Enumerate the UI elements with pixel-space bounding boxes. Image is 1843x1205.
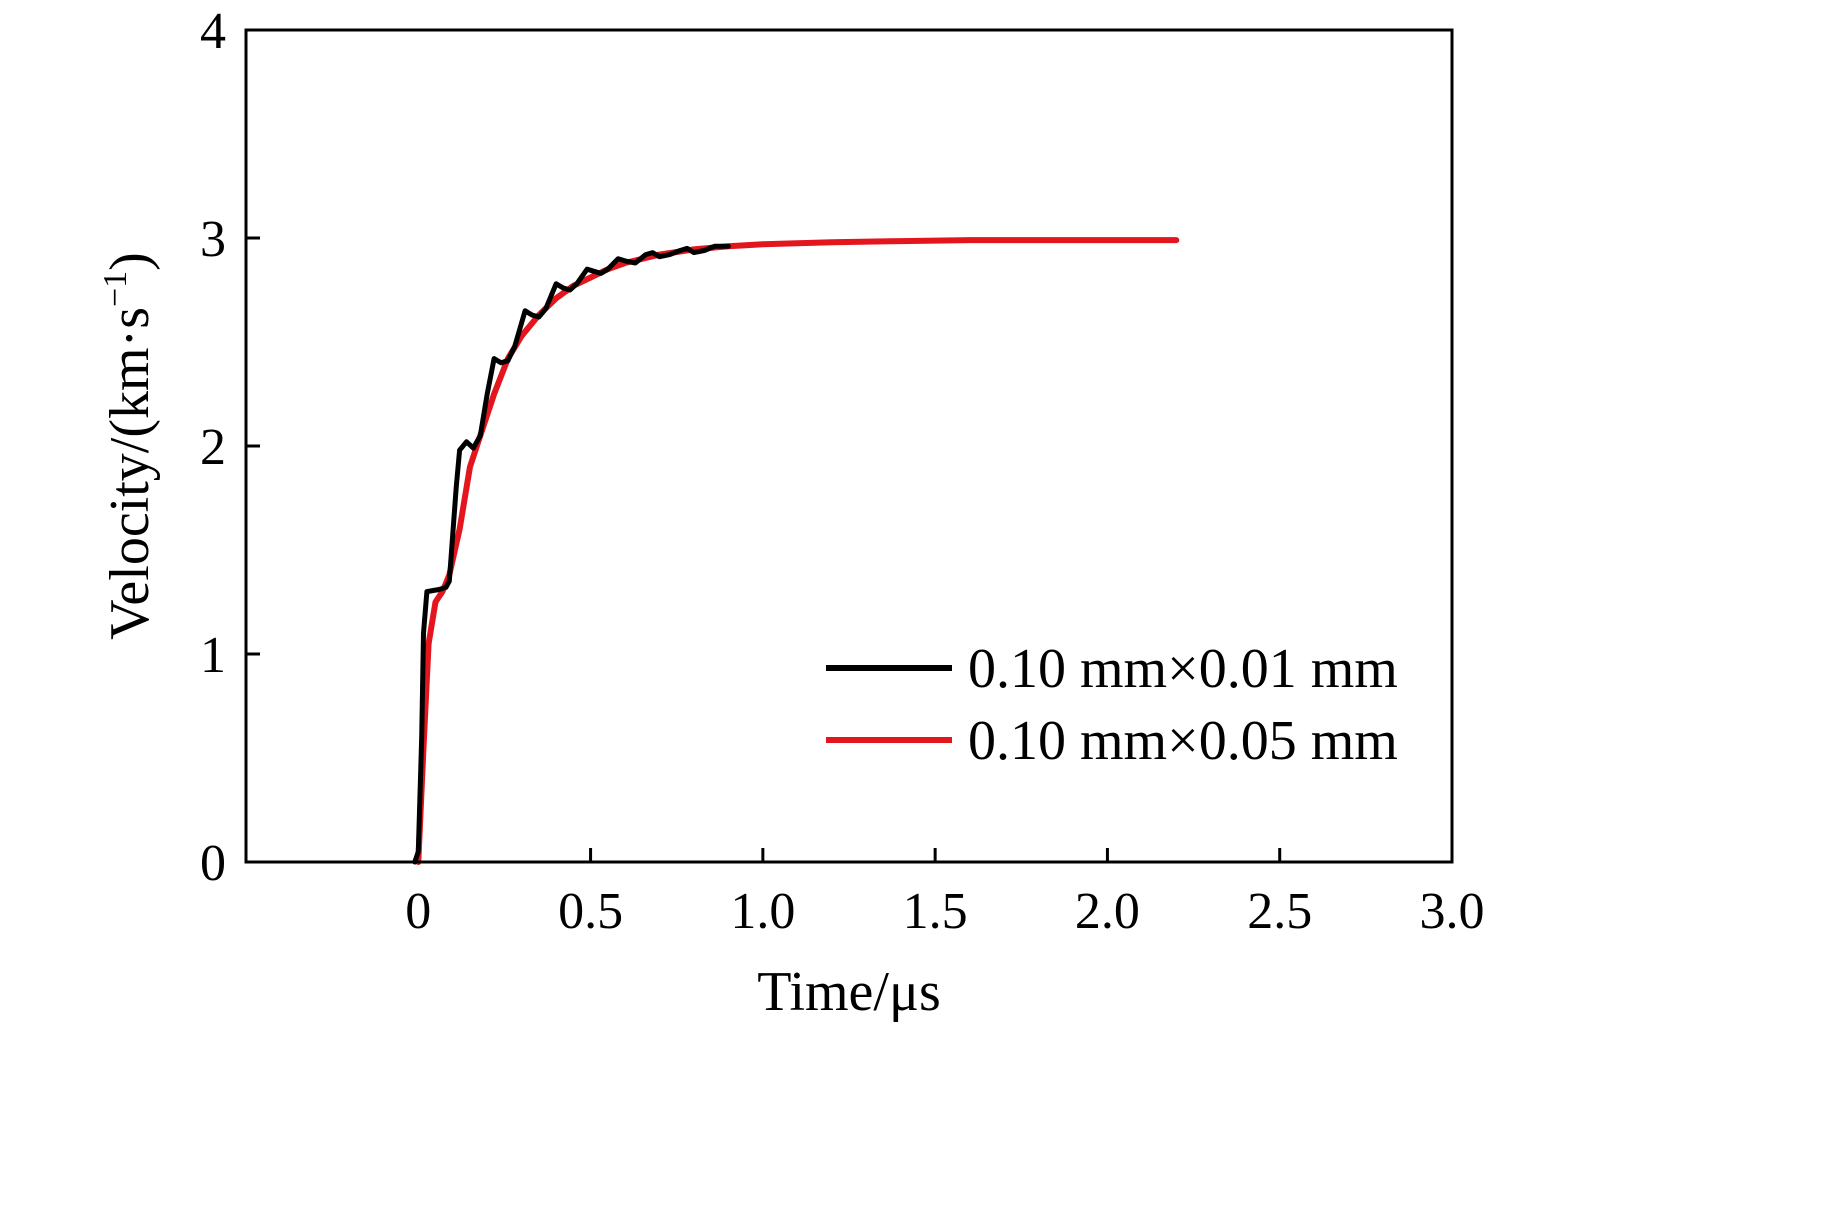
y-tick-label-3: 3: [200, 211, 226, 268]
y-axis-label: Velocity/(km·s−1): [97, 252, 161, 640]
series-line-1: [412, 243, 731, 865]
y-tick-label-2: 2: [200, 419, 226, 476]
y-tick-label-0: 0: [200, 835, 226, 892]
y-axis-label-close: ): [99, 252, 161, 271]
plot-frame: [244, 28, 1454, 864]
x-tick-label-0: 0: [405, 883, 431, 940]
legend-label-series-2: 0.10 mm×0.05 mm: [968, 710, 1398, 772]
series-layer: [412, 237, 1180, 865]
y-tick-label-4: 4: [200, 3, 226, 60]
legend-label-series-1: 0.10 mm×0.01 mm: [968, 638, 1398, 700]
x-tick-label-3: 1.5: [903, 883, 968, 940]
legend: 0.10 mm×0.01 mm 0.10 mm×0.05 mm: [826, 638, 1398, 772]
y-axis-label-main: Velocity/(km·s: [99, 307, 161, 640]
x-tick-label-1: 0.5: [558, 883, 623, 940]
y-tick-label-1: 1: [200, 627, 226, 684]
x-tick-label-4: 2.0: [1075, 883, 1140, 940]
x-tick-label-6: 3.0: [1420, 883, 1485, 940]
x-axis-label: Time/μs: [757, 961, 941, 1023]
y-axis-ticks: 0 1 2 3 4: [200, 3, 260, 892]
y-axis-label-superscript: −1: [97, 271, 134, 307]
x-tick-label-2: 1.0: [730, 883, 795, 940]
x-tick-label-5: 2.5: [1247, 883, 1312, 940]
x-axis-ticks: 0 0.5 1.0 1.5 2.0 2.5 3.0: [405, 848, 1485, 940]
